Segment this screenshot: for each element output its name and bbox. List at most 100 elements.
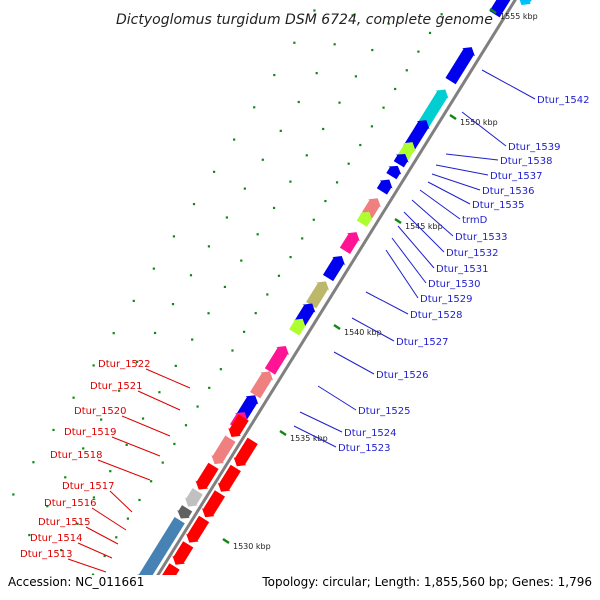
scale-dot (322, 127, 325, 131)
forward-gene-label[interactable]: Dtur_1530 (428, 279, 481, 290)
scale-dot (277, 274, 281, 277)
forward-leader-line (431, 173, 481, 191)
scale-dot (171, 302, 175, 306)
reverse-leader-line (97, 459, 151, 481)
scale-dot (256, 233, 259, 236)
forward-gene-label[interactable]: Dtur_1527 (396, 337, 449, 348)
reverse-gene-outer-5 (159, 563, 180, 575)
scale-dot (279, 129, 282, 132)
forward-gene-top2 (489, 0, 514, 18)
forward-leader-line (391, 237, 427, 284)
forward-gene-label[interactable]: Dtur_1523 (338, 443, 391, 454)
reverse-gene-label[interactable]: Dtur_1519 (64, 427, 117, 438)
forward-leader-line (481, 69, 536, 100)
reverse-gene-label[interactable]: Dtur_1520 (74, 406, 127, 417)
scale-dot (12, 493, 15, 496)
scale-dot (72, 396, 75, 399)
scale-dot (371, 48, 374, 52)
reverse-gene-label[interactable]: Dtur_1521 (90, 381, 143, 392)
accession-text: Accession: NC_011661 (8, 575, 144, 589)
forward-gene-label[interactable]: Dtur_1524 (344, 428, 397, 439)
forward-leader-line (385, 249, 419, 299)
scale-dot (333, 43, 336, 46)
forward-gene-label[interactable]: Dtur_1528 (410, 310, 463, 321)
scale-dot (240, 259, 243, 262)
forward-gene-label[interactable]: Dtur_1533 (455, 232, 508, 243)
reverse-gene-label[interactable]: Dtur_1515 (38, 517, 91, 528)
scale-dot (219, 368, 222, 371)
scale-dot (359, 143, 362, 147)
forward-leader-line (317, 385, 357, 411)
forward-leader-line (403, 211, 445, 253)
reverse-gene-outer-3 (186, 515, 210, 543)
scale-dot (158, 391, 161, 394)
reverse-gene-label[interactable]: Dtur_1513 (20, 549, 73, 560)
scale-dot (297, 100, 300, 104)
forward-leader-line (351, 317, 395, 342)
reverse-leader-line (85, 526, 119, 545)
scale-tick-label: 1535 kbp (290, 434, 328, 443)
scale-dot (207, 312, 210, 315)
forward-gene-label[interactable]: Dtur_1542 (537, 95, 590, 106)
forward-gene-label[interactable]: Dtur_1531 (436, 264, 489, 275)
scale-dot (112, 332, 115, 335)
scale-dot (192, 202, 196, 206)
scale-tick-mark (222, 537, 230, 545)
scale-dot (126, 517, 129, 520)
reverse-gene-1 (211, 435, 236, 465)
scale-dot (161, 461, 164, 464)
forward-gene-label[interactable]: Dtur_1529 (420, 294, 473, 305)
forward-gene-label[interactable]: trmD (462, 215, 488, 226)
reverse-gene-label[interactable]: Dtur_1517 (62, 481, 115, 492)
scale-dot (335, 181, 339, 184)
scale-dot (301, 237, 304, 240)
reverse-gene-outer-2 (201, 490, 226, 518)
forward-gene-label[interactable]: Dtur_1535 (472, 200, 525, 211)
scale-dot (266, 293, 269, 296)
scale-dot (382, 106, 385, 109)
forward-gene-label[interactable]: Dtur_1532 (446, 248, 499, 259)
scale-dot (370, 125, 374, 128)
gene-features (137, 0, 545, 575)
reverse-gene-label[interactable]: Dtur_1518 (50, 450, 103, 461)
forward-gene-11 (306, 281, 330, 309)
scale-dot (150, 480, 153, 483)
forward-gene-labels: Dtur_1542 Dtur_1539 Dtur_1538 Dtur_1537 Dtur… (338, 95, 590, 454)
forward-leader-line (365, 291, 409, 315)
forward-gene-label[interactable]: Dtur_1525 (358, 406, 411, 417)
forward-gene-label[interactable]: Dtur_1526 (376, 370, 429, 381)
forward-leader-line (299, 411, 343, 433)
scale-tick-label: 1530 kbp (233, 542, 271, 551)
scale-dot (347, 162, 350, 165)
forward-gene-label[interactable]: Dtur_1537 (490, 171, 543, 182)
scale-dot (242, 330, 246, 333)
scale-dot (92, 364, 95, 367)
reverse-gene-label[interactable]: Dtur_1516 (44, 498, 97, 509)
scale-dot (289, 256, 292, 259)
reverse-leader-line (111, 436, 161, 457)
scale-dot (191, 338, 194, 341)
scale-dot (223, 285, 227, 289)
forward-gene-9 (339, 232, 360, 255)
reverse-gene-label[interactable]: Dtur_1514 (30, 533, 83, 544)
scale-dot (207, 245, 211, 248)
reverse-gene-3 (184, 488, 203, 507)
forward-gene-label[interactable]: Dtur_1538 (500, 156, 553, 167)
forward-gene-5 (386, 165, 402, 180)
reverse-gene-label[interactable]: Dtur_1522 (98, 359, 151, 370)
forward-gene-6 (376, 179, 393, 195)
scale-dot (428, 31, 432, 35)
forward-leader-line (445, 153, 499, 161)
topology-text: Topology: circular; Length: 1,855,560 bp… (261, 575, 592, 589)
scale-dot (125, 443, 128, 446)
forward-gene-15 (250, 371, 274, 399)
forward-gene-label[interactable]: Dtur_1539 (508, 142, 561, 153)
scale-tick-mark (394, 217, 402, 225)
scale-dot (115, 536, 118, 539)
forward-gene-label[interactable]: Dtur_1536 (482, 186, 535, 197)
scale-dot (233, 138, 236, 141)
forward-leader-line (419, 189, 461, 220)
scale-dot (405, 69, 408, 72)
scale-dot (28, 533, 31, 537)
